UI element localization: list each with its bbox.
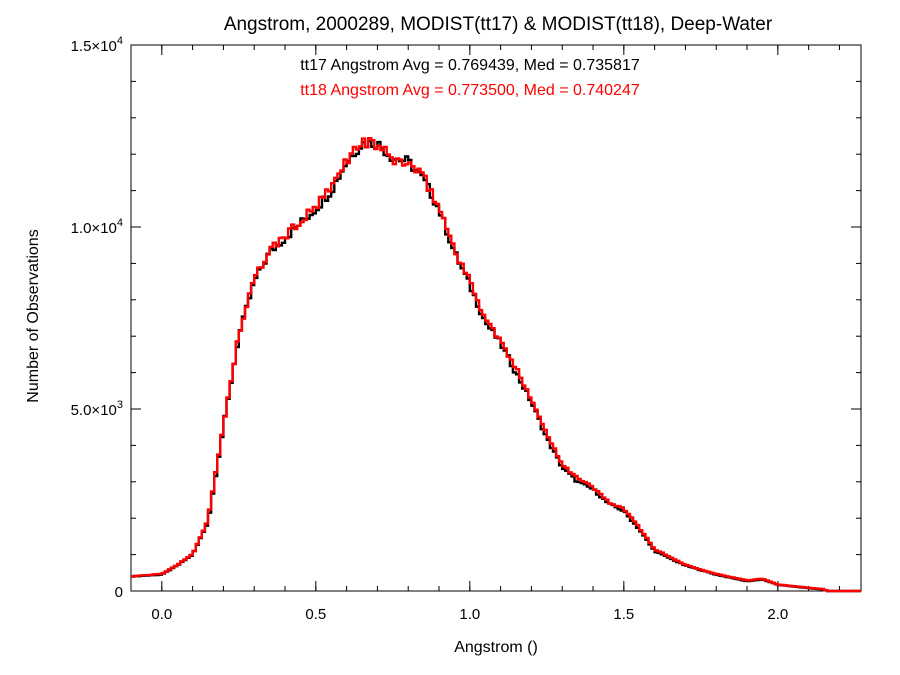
x-axis: 0.0 0.5 1.0 1.5 2.0 xyxy=(130,45,840,623)
annotation-tt18: tt18 Angstrom Avg = 0.773500, Med = 0.74… xyxy=(300,82,640,99)
series-tt17-line xyxy=(131,139,861,593)
series-group xyxy=(131,137,861,593)
annotation-tt17: tt17 Angstrom Avg = 0.769439, Med = 0.73… xyxy=(300,57,640,74)
x-tick-label: 1.0 xyxy=(459,606,480,623)
y-tick-exponent: 4 xyxy=(117,217,123,229)
y-tick-exponent: 4 xyxy=(117,35,123,47)
y-tick-label: 0 xyxy=(115,584,123,601)
y-tick-label: 1.0×104 xyxy=(71,217,123,237)
plot-frame xyxy=(130,44,862,592)
x-tick-label: 0.0 xyxy=(151,606,172,623)
x-tick-label: 1.5 xyxy=(613,606,634,623)
x-axis-label: Angstrom () xyxy=(454,639,538,656)
y-tick-mantissa: 1.0×10 xyxy=(71,220,117,237)
x-tick-label: 0.5 xyxy=(305,606,326,623)
y-axis-label: Number of Observations xyxy=(25,229,42,402)
chart-title: Angstrom, 2000289, MODIST(tt17) & MODIST… xyxy=(224,14,773,35)
y-tick-exponent: 3 xyxy=(117,399,123,411)
y-tick-label: 5.0×103 xyxy=(71,399,123,419)
y-tick-mantissa: 5.0×10 xyxy=(71,402,117,419)
series-tt18-line xyxy=(131,137,861,593)
y-tick-mantissa: 0 xyxy=(115,584,123,601)
y-tick-mantissa: 1.5×10 xyxy=(71,38,117,55)
x-tick-label: 2.0 xyxy=(767,606,788,623)
y-tick-label: 1.5×104 xyxy=(71,35,123,55)
